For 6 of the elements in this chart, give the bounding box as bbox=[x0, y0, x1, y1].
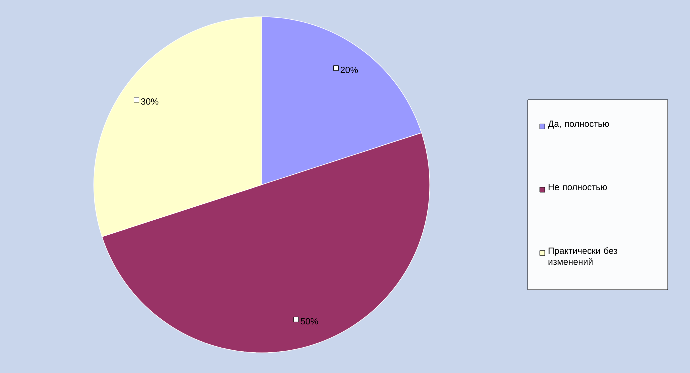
data-label: 50% bbox=[301, 318, 318, 325]
legend-label: Практически без изменений bbox=[548, 247, 618, 266]
data-label: 30% bbox=[141, 98, 159, 105]
legend-label: Не полностью bbox=[548, 184, 608, 190]
legend-label: Да, полностью bbox=[548, 120, 610, 129]
data-label: 20% bbox=[340, 66, 358, 74]
